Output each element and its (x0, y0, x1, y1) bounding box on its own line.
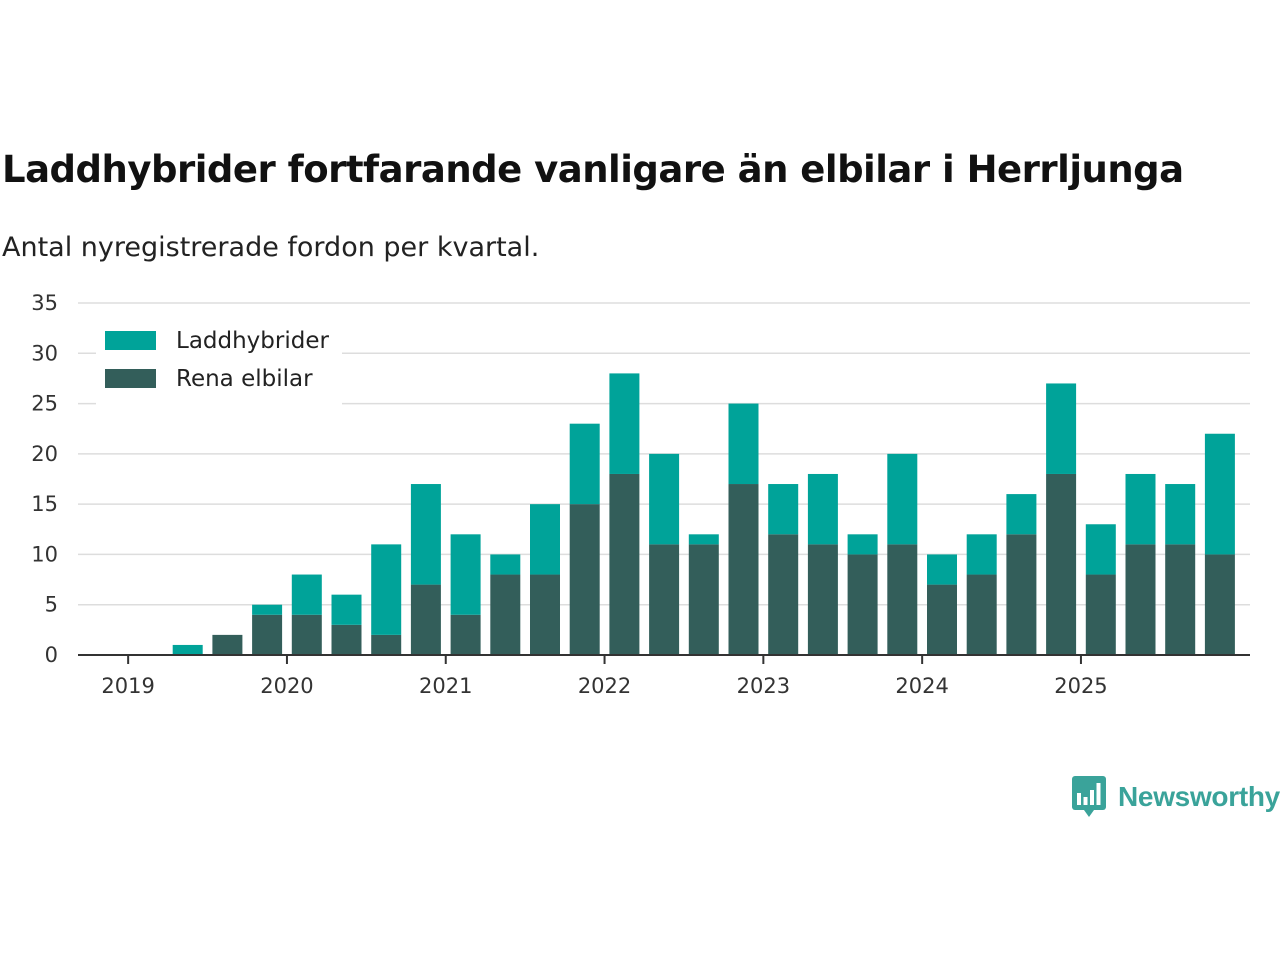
bar-rena-elbilar (1046, 473, 1077, 655)
x-tick-label: 2020 (260, 674, 313, 698)
bar-rena-elbilar (450, 614, 481, 655)
bar-laddhybrider (1085, 524, 1116, 575)
bar-rena-elbilar (966, 574, 997, 655)
bar-rena-elbilar (212, 634, 243, 655)
legend-swatch (105, 331, 156, 350)
bar-laddhybrider (927, 554, 957, 585)
bar-laddhybrider (490, 554, 521, 575)
bar-rena-elbilar (1125, 544, 1156, 655)
bar-rena-elbilar (490, 574, 521, 655)
x-tick-label: 2023 (737, 674, 790, 698)
bar-rena-elbilar (927, 584, 957, 655)
y-tick-label: 15 (31, 492, 58, 516)
bar-rena-elbilar (530, 574, 560, 655)
bar-rena-elbilar (1085, 574, 1116, 655)
bar-laddhybrider (609, 373, 640, 474)
bar-rena-elbilar (252, 614, 283, 655)
bar-laddhybrider (1006, 494, 1037, 535)
bar-rena-elbilar (728, 484, 759, 655)
bar-rena-elbilar (291, 614, 322, 655)
y-tick-label: 10 (31, 542, 58, 566)
bar-laddhybrider (728, 403, 759, 485)
bar-laddhybrider (688, 534, 719, 545)
bar-laddhybrider (1046, 383, 1077, 474)
bar-laddhybrider (1165, 484, 1196, 545)
bar-rena-elbilar (688, 544, 719, 655)
y-tick-label: 5 (45, 593, 58, 617)
y-tick-label: 20 (31, 442, 58, 466)
bar-laddhybrider (847, 534, 878, 555)
bar-laddhybrider (291, 574, 322, 615)
bar-laddhybrider (1125, 473, 1156, 545)
bar-rena-elbilar (1204, 554, 1235, 655)
bars (172, 373, 1235, 655)
bar-rena-elbilar (887, 544, 918, 655)
legend-label: Laddhybrider (176, 328, 329, 354)
x-tick-label: 2024 (895, 674, 948, 698)
bar-rena-elbilar (1006, 534, 1037, 655)
bar-laddhybrider (807, 473, 838, 545)
brand-name: Newsworthy (1118, 781, 1280, 812)
bar-rena-elbilar (371, 634, 402, 655)
bar-laddhybrider (252, 604, 283, 615)
bar-rena-elbilar (569, 504, 600, 655)
bar-laddhybrider (450, 534, 481, 615)
y-tick-label: 25 (31, 392, 58, 416)
bar-laddhybrider (410, 484, 441, 585)
legend-swatch (105, 369, 156, 388)
y-tick-label: 30 (31, 341, 58, 365)
bar-rena-elbilar (331, 624, 362, 655)
bar-rena-elbilar (847, 554, 878, 655)
bar-laddhybrider (530, 504, 560, 575)
bar-rena-elbilar (1165, 544, 1196, 655)
newsworthy-icon (1072, 776, 1106, 817)
bar-laddhybrider (1204, 433, 1235, 555)
legend-label: Rena elbilar (176, 366, 313, 392)
bar-laddhybrider (331, 594, 362, 625)
bar-laddhybrider (649, 453, 680, 545)
bar-laddhybrider (371, 544, 402, 635)
x-tick-label: 2022 (578, 674, 631, 698)
x-tick-label: 2021 (419, 674, 472, 698)
bar-laddhybrider (966, 534, 997, 575)
chart-title: Laddhybrider fortfarande vanligare än el… (2, 148, 1184, 191)
bar-rena-elbilar (649, 544, 680, 655)
bar-laddhybrider (887, 453, 918, 545)
bar-rena-elbilar (807, 544, 838, 655)
bar-laddhybrider (768, 484, 799, 535)
y-tick-label: 0 (45, 643, 58, 667)
newsworthy-logo: Newsworthy (1072, 776, 1280, 818)
bar-rena-elbilar (768, 534, 799, 655)
bar-rena-elbilar (609, 473, 640, 655)
x-tick-label: 2025 (1054, 674, 1107, 698)
x-tick-label: 2019 (101, 674, 154, 698)
chart-subtitle: Antal nyregistrerade fordon per kvartal. (2, 232, 540, 263)
bar-laddhybrider (569, 423, 600, 505)
bar-rena-elbilar (410, 584, 441, 655)
y-tick-label: 35 (31, 291, 58, 315)
bar-laddhybrider (172, 644, 203, 655)
legend: Laddhybrider Rena elbilar (96, 322, 342, 406)
